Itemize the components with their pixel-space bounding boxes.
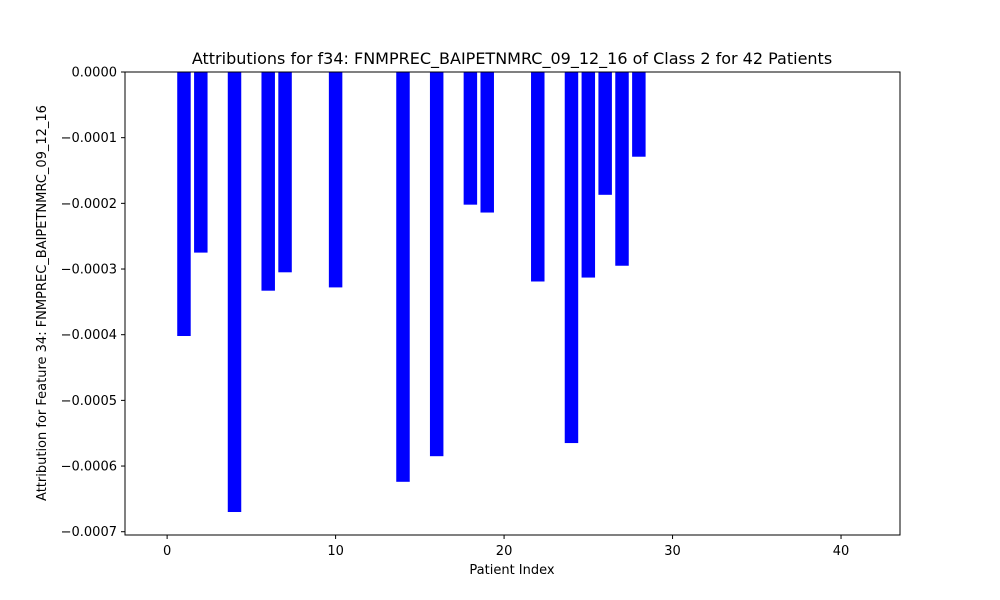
chart-title: Attributions for f34: FNMPREC_BAIPETNMRC… [192, 49, 832, 69]
plot-frame [124, 71, 901, 536]
x-axis-label: Patient Index [469, 563, 554, 578]
bar-patient-26 [598, 72, 612, 195]
y-axis-ticks: 0.0000 −0.0001 −0.0002 −0.0003 −0.0004 −0.000… [61, 66, 125, 540]
bar-patient-6 [261, 72, 275, 291]
x-tick-label: 20 [496, 544, 513, 559]
y-tick-label: 0.0000 [72, 66, 118, 81]
x-tick-label: 40 [833, 544, 850, 559]
bar-patient-22 [531, 72, 545, 282]
bar-patient-24 [564, 72, 579, 444]
y-tick-label: −0.0005 [61, 394, 117, 409]
bar-patient-10 [328, 72, 343, 288]
bars-group [177, 72, 646, 513]
x-tick-label: 10 [327, 544, 344, 559]
bar-patient-14 [396, 72, 410, 482]
y-tick-label: −0.0003 [61, 263, 117, 278]
bar-patient-2 [194, 72, 208, 253]
x-tick-label: 0 [163, 544, 171, 559]
bar-patient-25 [581, 72, 596, 278]
y-tick-label: −0.0004 [61, 328, 117, 343]
x-axis-ticks: 0 10 20 30 40 [163, 535, 849, 559]
bar-patient-27 [615, 72, 629, 266]
bar-patient-7 [278, 72, 292, 273]
y-tick-label: −0.0006 [61, 460, 117, 475]
bar-patient-19 [480, 72, 494, 213]
bar-patient-16 [429, 72, 444, 457]
bar-patient-28 [632, 72, 646, 157]
y-tick-label: −0.0007 [61, 525, 117, 540]
y-tick-label: −0.0001 [61, 131, 117, 146]
y-axis-label: Attribution for Feature 34: FNMPREC_BAIP… [35, 105, 50, 501]
bar-patient-4 [227, 72, 242, 513]
x-tick-label: 30 [664, 544, 681, 559]
y-tick-label: −0.0002 [61, 197, 117, 212]
bar-patient-1 [177, 72, 191, 337]
bar-patient-18 [463, 72, 478, 205]
